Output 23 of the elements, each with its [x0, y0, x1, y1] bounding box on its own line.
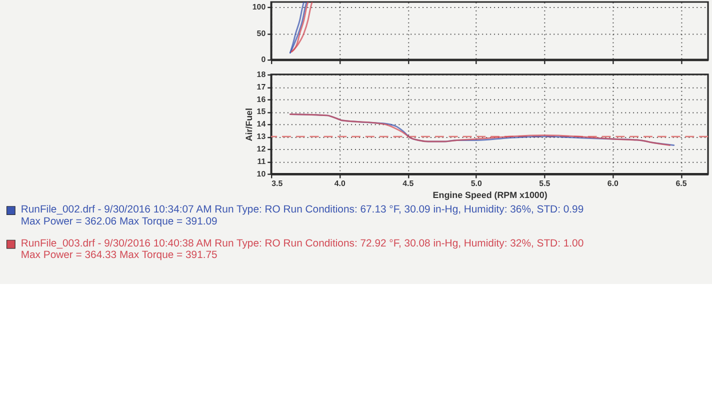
- y-tick-label: 17: [256, 82, 266, 92]
- legend-label: RunFile_003.drf - 9/30/2016 10:40:38 AM Run Type: RO Run Conditions: 72.92 °F, 30.08 in-Hg, Humidity: 32%, STD: 1.00 Max Power = 364.33 Max Torque = 391.75: [20, 238, 584, 262]
- x-tick-label: 5.5: [539, 179, 551, 188]
- y-tick-label: 50: [256, 28, 266, 38]
- y-tick-label: 0: [261, 55, 266, 64]
- x-tick-label: 6.5: [676, 179, 688, 188]
- y-tick-label: 12: [256, 144, 266, 154]
- x-axis-title: Engine Speed (RPM x1000): [432, 190, 548, 200]
- x-tick-label: 5.0: [470, 179, 482, 188]
- y-tick-label: 14: [256, 120, 266, 129]
- y-tick-label: 10: [256, 169, 266, 178]
- y-tick-label: 18: [256, 70, 266, 79]
- y-tick-label: 15: [256, 107, 266, 116]
- x-tick-label: 6.0: [607, 179, 620, 188]
- y-axis-title: Air/Fuel: [244, 108, 254, 142]
- y-tick-label: 16: [256, 94, 266, 104]
- y-tick-label: 100: [252, 2, 266, 12]
- x-tick-label: 3.5: [272, 179, 284, 188]
- x-tick-label: 4.5: [402, 179, 414, 188]
- x-tick-label: 4.0: [334, 179, 346, 188]
- y-tick-label: 13: [256, 132, 266, 142]
- y-tick-label: 11: [257, 156, 266, 166]
- legend-label: RunFile_002.drf - 9/30/2016 10:34:07 AM Run Type: RO Run Conditions: 67.13 °F, 30.09 in-Hg, Humidity: 36%, STD: 0.99 Max Power = 362.06 Max Torque = 391.09: [20, 204, 584, 228]
